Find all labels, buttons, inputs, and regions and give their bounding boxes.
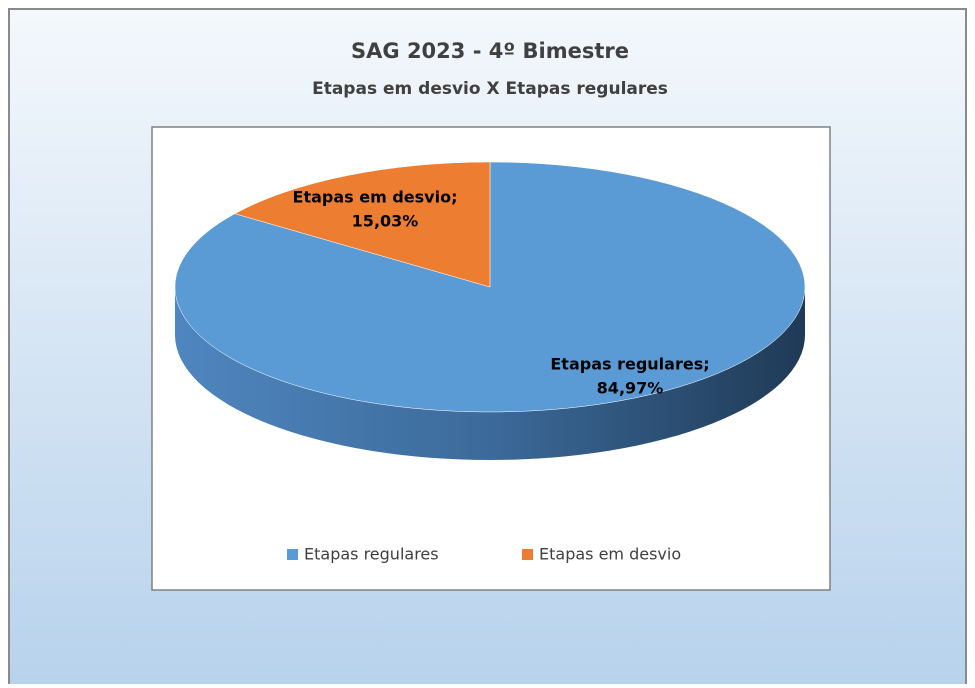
labels: Etapas regulares; 84,97% Etapas em desvio;… xyxy=(287,188,710,564)
chart-title: SAG 2023 - 4º Bimestre xyxy=(351,39,629,63)
legend-label: Etapas regulares xyxy=(304,545,439,564)
pie-slice xyxy=(234,161,491,288)
data-label-name: Etapas em desvio; xyxy=(293,188,458,207)
data-label-value: 15,03% xyxy=(352,212,419,231)
data-label-name: Etapas regulares; xyxy=(550,355,709,374)
chart-subtitle: Etapas em desvio X Etapas regulares xyxy=(312,79,668,99)
legend-marker xyxy=(522,549,533,560)
legend-marker xyxy=(287,549,298,560)
pie xyxy=(174,161,806,460)
data-label-value: 84,97% xyxy=(597,379,664,398)
legend-label: Etapas em desvio xyxy=(539,545,681,564)
pie-side xyxy=(175,287,805,460)
